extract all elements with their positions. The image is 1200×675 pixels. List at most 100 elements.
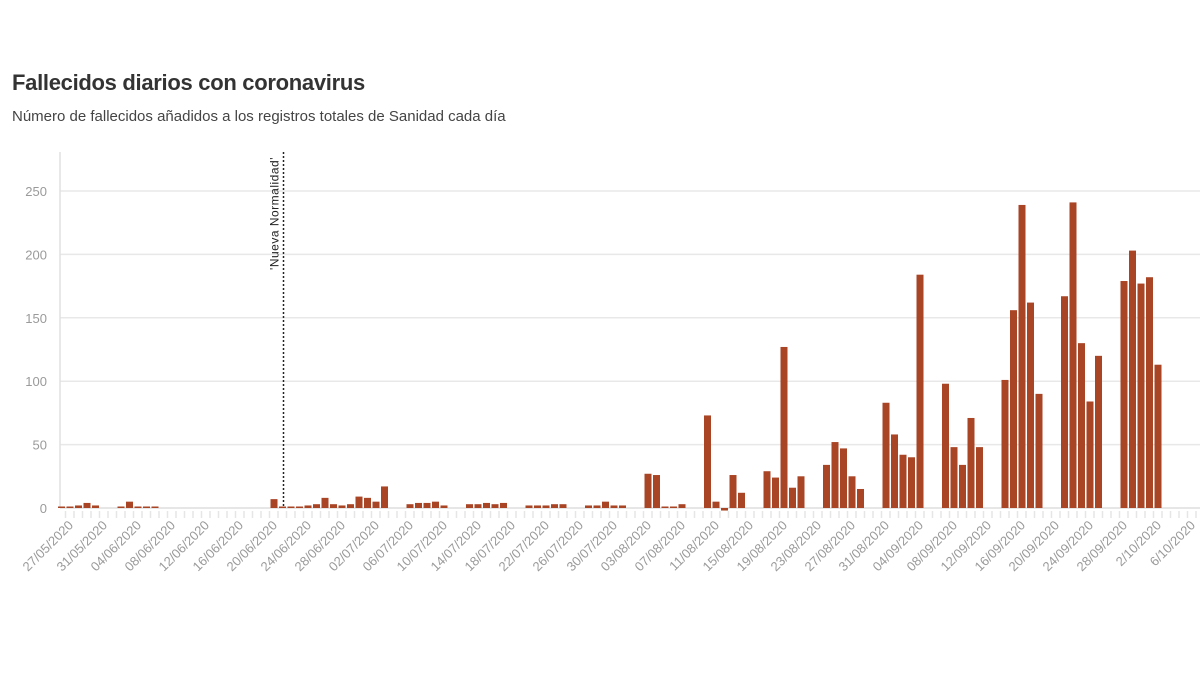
y-tick-label: 100 [25,374,47,389]
bar-05-08-2020 [661,506,669,508]
bar-22-09-2020 [1069,202,1077,509]
bars [58,202,1162,511]
bar-28-08-2020 [857,488,864,508]
bar-25-09-2020 [1095,355,1102,508]
bar-30-05-2020 [92,505,99,508]
bar-24-07-2020 [559,504,567,508]
bar-22-07-2020 [542,505,550,508]
bar-03-06-2020 [126,501,133,508]
bar-27-07-2020 [585,505,592,508]
bar-10-08-2020 [704,415,711,508]
bar-15-09-2020 [1010,310,1017,508]
bar-20-08-2020 [789,487,796,508]
bar-26-08-2020 [840,448,847,508]
bar-24-08-2020 [823,464,830,508]
bar-06-08-2020 [670,506,677,508]
bar-23-07-2020 [551,504,558,508]
chart-subtitle: Número de fallecidos añadidos a los regi… [12,108,506,125]
bar-18-09-2020 [1035,393,1043,508]
bar-02-09-2020 [899,454,907,508]
bar-17-09-2020 [1027,302,1034,508]
y-tick-label: 50 [33,438,47,453]
x-axis: 27/05/202031/05/202004/06/202008/06/2020… [19,511,1198,574]
bar-28-09-2020 [1120,281,1128,508]
bar-08-09-2020 [950,447,958,508]
bar-21-09-2020 [1061,296,1068,508]
bar-17-08-2020 [763,471,771,508]
y-tick-label: 200 [25,247,47,262]
bar-29-05-2020 [83,502,91,508]
bar-29-09-2020 [1129,250,1136,508]
bar-25-08-2020 [831,442,839,508]
bar-29-07-2020 [602,501,609,508]
bar-16-07-2020 [491,504,499,508]
y-axis: 0 50 100 150 200 250 [25,152,61,516]
y-tick-label: 0 [40,501,47,516]
bar-13-08-2020 [729,475,737,508]
bar-20-07-2020 [525,505,533,508]
bar-31-08-2020 [882,402,890,508]
bar-27-06-2020 [330,504,337,508]
bar-01-09-2020 [891,434,898,508]
bar-28-07-2020 [593,505,601,508]
bar-21-07-2020 [534,505,541,508]
bar-21-06-2020 [279,506,286,508]
bar-14-08-2020 [738,492,745,508]
bar-26-06-2020 [321,497,329,508]
bar-27-08-2020 [848,476,856,508]
nueva-normalidad-label: 'Nueva Normalidad' [268,157,282,270]
bar-01-07-2020 [364,497,371,508]
y-tick-label: 150 [25,311,47,326]
bar-30-09-2020 [1137,283,1145,508]
bar-26-05-2020 [58,506,65,508]
bar-27-05-2020 [66,506,74,508]
bar-11-09-2020 [976,447,983,508]
bar-28-06-2020 [338,505,346,508]
bar-04-09-2020 [916,274,924,508]
bar-01-10-2020 [1146,277,1153,508]
annotation: 'Nueva Normalidad' [268,152,285,508]
bar-03-09-2020 [908,457,915,508]
bar-15-07-2020 [483,502,490,508]
y-tick-label: 250 [25,184,47,199]
bar-14-09-2020 [1001,379,1009,508]
bar-02-10-2020 [1154,364,1162,508]
bar-19-08-2020 [780,346,788,508]
bar-06-07-2020 [406,504,414,508]
bar-02-07-2020 [372,501,380,508]
bar-09-07-2020 [432,501,439,508]
bar-24-09-2020 [1086,401,1094,508]
bar-28-05-2020 [75,505,82,508]
bar-31-07-2020 [619,505,626,508]
bar-25-06-2020 [313,504,320,508]
bar-08-07-2020 [423,502,431,508]
bar-07-09-2020 [942,383,949,508]
bar-29-06-2020 [347,504,354,508]
bar-12-08-2020 [721,508,728,511]
bar-05-06-2020 [143,506,150,508]
bar-16-09-2020 [1018,204,1026,508]
bar-07-08-2020 [678,504,686,508]
bar-10-07-2020 [440,505,448,508]
bar-06-06-2020 [151,506,159,508]
bar-04-08-2020 [653,475,660,508]
bar-03-07-2020 [381,486,388,508]
bar-13-07-2020 [466,504,473,508]
bar-23-06-2020 [296,506,303,508]
bar-14-07-2020 [474,504,482,508]
bar-23-09-2020 [1078,343,1085,508]
bar-20-06-2020 [270,499,278,508]
bar-24-06-2020 [304,505,312,508]
bar-04-06-2020 [134,506,142,508]
bar-09-09-2020 [959,464,966,508]
bar-07-07-2020 [415,502,422,508]
bar-18-08-2020 [772,477,779,508]
bar-03-08-2020 [644,473,652,508]
bar-22-06-2020 [287,506,295,508]
bar-11-08-2020 [712,501,720,508]
bar-17-07-2020 [500,502,507,508]
bar-21-08-2020 [797,476,805,508]
bar-30-07-2020 [610,505,618,508]
bar-10-09-2020 [967,417,975,508]
